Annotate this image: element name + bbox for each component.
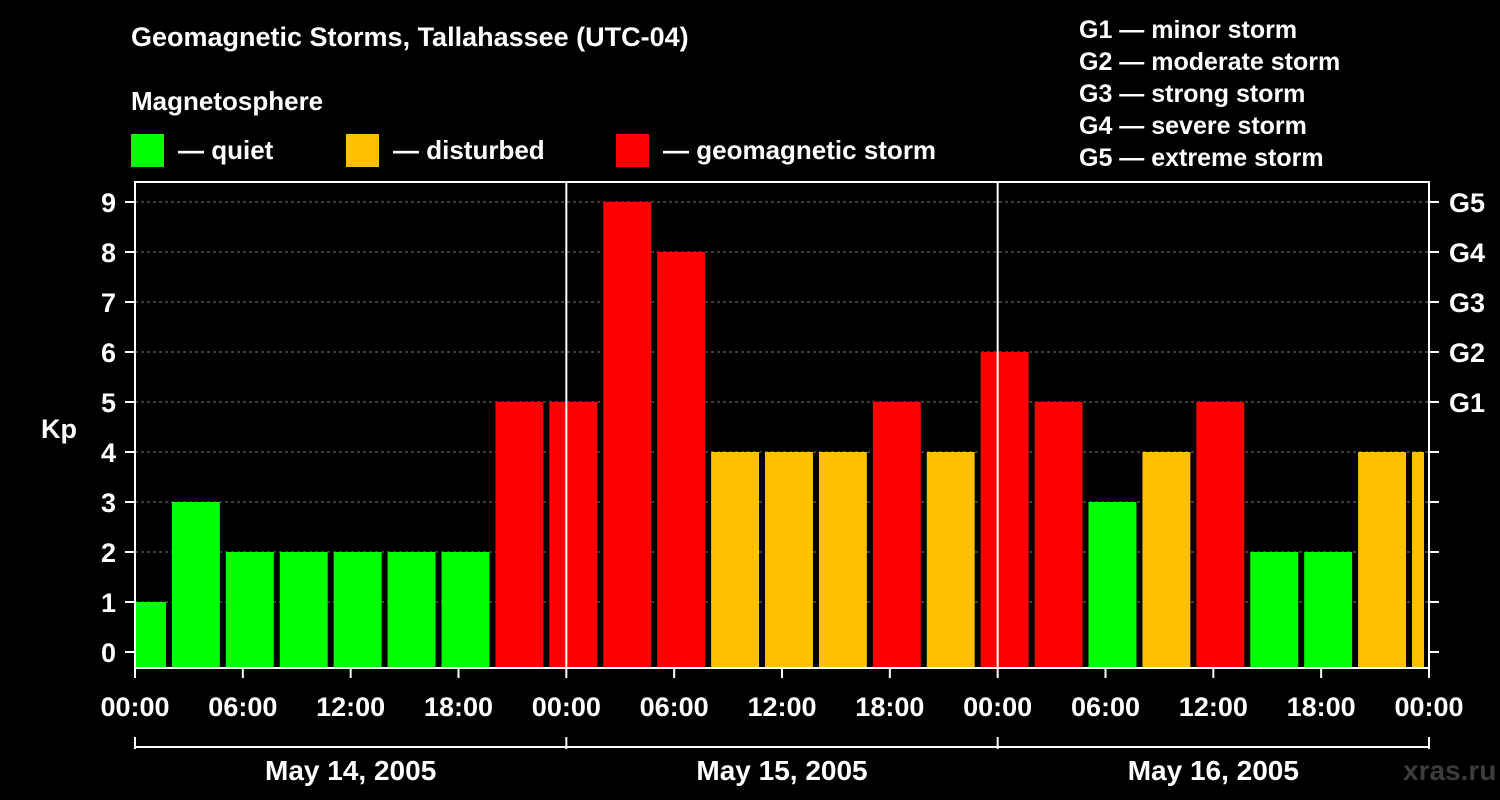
x-tick-label: 06:00 bbox=[640, 692, 709, 722]
kp-bar bbox=[136, 602, 166, 668]
kp-bar bbox=[980, 352, 1029, 668]
chart-title: Geomagnetic Storms, Tallahassee (UTC-04) bbox=[131, 22, 689, 52]
g-scale-item: G5 — extreme storm bbox=[1079, 144, 1324, 172]
kp-bar bbox=[1034, 402, 1083, 668]
kp-bar bbox=[765, 452, 813, 668]
legend-title: Magnetosphere bbox=[131, 86, 324, 116]
kp-bar bbox=[1142, 452, 1191, 668]
y-tick-label: 0 bbox=[101, 638, 116, 668]
g-scale-tick-label: G5 bbox=[1449, 188, 1485, 218]
y-tick-label: 1 bbox=[101, 588, 116, 618]
kp-bar bbox=[387, 552, 436, 668]
g-scale-legend: G1 — minor storm G2 — moderate storm G3 … bbox=[1079, 14, 1340, 174]
x-tick-label: 18:00 bbox=[424, 692, 493, 722]
y-tick-label: 5 bbox=[101, 388, 116, 418]
x-tick-label: 12:00 bbox=[747, 692, 816, 722]
kp-bar bbox=[1088, 502, 1137, 668]
g-scale-item: G3 — strong storm bbox=[1079, 80, 1306, 108]
day-label: May 15, 2005 bbox=[696, 755, 867, 786]
legend-label-disturbed: — disturbed bbox=[393, 134, 545, 165]
y-tick-label: 8 bbox=[101, 238, 116, 268]
g-scale-tick-label: G3 bbox=[1449, 288, 1485, 318]
x-tick-label: 06:00 bbox=[1071, 692, 1140, 722]
y-tick-label: 6 bbox=[101, 338, 116, 368]
kp-bar bbox=[657, 252, 706, 668]
kp-bar bbox=[1412, 452, 1424, 668]
kp-bar bbox=[279, 552, 328, 668]
y-tick-label: 2 bbox=[101, 538, 116, 568]
x-tick-label: 18:00 bbox=[855, 692, 924, 722]
y-axis-label: Kp bbox=[41, 414, 77, 444]
kp-bar bbox=[818, 452, 867, 668]
kp-bar bbox=[711, 452, 760, 668]
g-scale-item: G2 — moderate storm bbox=[1079, 48, 1341, 76]
x-tick-label: 00:00 bbox=[532, 692, 601, 722]
g-scale-tick-label: G1 bbox=[1449, 388, 1485, 418]
kp-bar bbox=[1304, 552, 1353, 668]
day-label: May 16, 2005 bbox=[1128, 755, 1299, 786]
y-tick-label: 9 bbox=[101, 188, 116, 218]
x-tick-label: 18:00 bbox=[1287, 692, 1356, 722]
kp-bar bbox=[872, 402, 921, 668]
legend-item-storm: — geomagnetic storm bbox=[616, 133, 936, 167]
legend-label-quiet: — quiet bbox=[178, 134, 274, 165]
y-tick-label: 7 bbox=[101, 288, 116, 318]
kp-bar bbox=[1250, 552, 1299, 668]
g-scale-item: G4 — severe storm bbox=[1079, 112, 1307, 140]
x-tick-label: 00:00 bbox=[100, 692, 169, 722]
g-scale-tick-label: G2 bbox=[1449, 338, 1485, 368]
kp-bar bbox=[926, 452, 975, 668]
kp-bar bbox=[495, 402, 544, 668]
y-tick-label: 4 bbox=[101, 438, 116, 468]
kp-bar bbox=[1358, 452, 1407, 668]
watermark: xras.ru bbox=[1403, 755, 1497, 786]
legend-item-disturbed: — disturbed bbox=[346, 133, 545, 167]
kp-bar bbox=[333, 552, 382, 668]
x-tick-label: 00:00 bbox=[963, 692, 1032, 722]
x-tick-label: 00:00 bbox=[1394, 692, 1463, 722]
kp-bar bbox=[441, 552, 490, 668]
kp-bar bbox=[225, 552, 274, 668]
legend-swatch-disturbed bbox=[346, 133, 379, 167]
legend-swatch-storm bbox=[616, 133, 649, 167]
kp-bar bbox=[1196, 402, 1245, 668]
g-scale-tick-label: G4 bbox=[1449, 238, 1485, 268]
legend-item-quiet: — quiet bbox=[131, 133, 273, 167]
kp-bar bbox=[549, 402, 598, 668]
kp-bar bbox=[603, 202, 652, 668]
x-tick-label: 12:00 bbox=[1179, 692, 1248, 722]
legend-swatch-quiet bbox=[131, 133, 164, 167]
y-tick-label: 3 bbox=[101, 488, 116, 518]
kp-bar bbox=[171, 502, 220, 668]
day-label: May 14, 2005 bbox=[265, 755, 436, 786]
x-tick-label: 06:00 bbox=[208, 692, 277, 722]
x-tick-label: 12:00 bbox=[316, 692, 385, 722]
legend-label-storm: — geomagnetic storm bbox=[663, 134, 937, 165]
g-scale-item: G1 — minor storm bbox=[1079, 16, 1298, 44]
